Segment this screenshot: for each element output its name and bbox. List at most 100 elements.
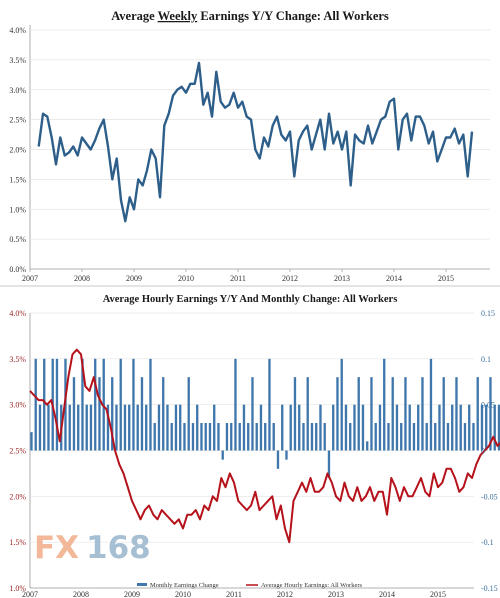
monthly-change-bar <box>230 423 233 451</box>
top-x-tick-label: 2010 <box>178 274 194 283</box>
monthly-change-bar <box>455 377 458 451</box>
top-x-tick-label: 2014 <box>386 274 402 283</box>
top-y-tick-label: 3.5% <box>9 56 26 65</box>
bottom-x-tick-label: 2015 <box>430 590 446 598</box>
bottom-y-left-tick-label: 3.5% <box>9 355 26 364</box>
bottom-y-left-tick-label: 2.0% <box>9 492 26 501</box>
bottom-y-left-tick-label: 2.5% <box>9 447 26 456</box>
monthly-change-bar <box>421 377 424 451</box>
monthly-change-bar <box>425 423 428 451</box>
monthly-change-bar <box>480 404 484 451</box>
monthly-change-bar <box>208 423 212 451</box>
monthly-change-bar <box>136 404 139 451</box>
bottom-y-left-tick-label: 3.0% <box>9 401 26 410</box>
weekly-earnings-chart: Average Weekly Earnings Y/Y Change: All … <box>9 9 490 283</box>
legend-item-bars: Monthly Earnings Change <box>137 582 219 589</box>
bottom-y-right-tick-label: 0.05 <box>481 401 495 410</box>
monthly-change-bar <box>285 450 288 460</box>
monthly-change-bar <box>187 377 190 451</box>
weekly-earnings-line <box>37 61 474 223</box>
bottom-y-left-tick-labels: 1.0% 1.5% 2.0% 2.5% 3.0% 3.5% 4.0% <box>9 309 26 593</box>
monthly-change-bar <box>213 404 216 451</box>
monthly-change-bar <box>200 423 203 451</box>
watermark-168: 168 <box>86 530 151 566</box>
bottom-x-tick-label: 2010 <box>175 590 191 598</box>
top-y-tick-label: 2.0% <box>9 146 26 155</box>
monthly-change-bar <box>361 404 365 451</box>
monthly-change-bar <box>47 404 50 451</box>
bottom-y-right-tick-label: -0.05 <box>481 492 498 501</box>
monthly-change-bar <box>289 404 292 451</box>
legend-item-line: Average Hourly Earnings: All Workers <box>246 582 363 589</box>
bottom-x-tick-label: 2012 <box>277 590 293 598</box>
bottom-y-right-tick-label: 0.15 <box>481 309 495 318</box>
monthly-change-bar <box>255 423 258 451</box>
top-x-tick-labels: 2007 2008 2009 2010 2011 2012 2013 2014 2015 <box>22 269 454 283</box>
monthly-change-bar <box>332 404 335 451</box>
monthly-change-bar <box>128 404 131 451</box>
monthly-change-bar <box>391 377 394 451</box>
bottom-y-right-tick-labels: -0.15 -0.1 -0.05 0 0.05 0.1 0.15 <box>481 309 498 593</box>
monthly-change-bar <box>395 404 399 451</box>
monthly-change-bar <box>102 358 105 451</box>
bottom-y-right-tick-label: 0 <box>481 447 485 456</box>
monthly-change-bar <box>123 404 127 451</box>
bottom-x-tick-label: 2008 <box>73 590 89 598</box>
monthly-change-bar <box>302 423 305 451</box>
top-y-tick-label: 0.5% <box>9 235 26 244</box>
monthly-change-bar <box>132 358 135 451</box>
monthly-change-bar <box>149 358 152 451</box>
monthly-change-bar <box>225 423 229 451</box>
top-y-tick-label: 0.0% <box>9 265 26 274</box>
monthly-change-bar <box>408 404 411 451</box>
monthly-change-bar <box>485 404 488 451</box>
monthly-change-bar <box>81 358 84 451</box>
monthly-change-bar <box>268 358 271 451</box>
monthly-change-bar <box>115 404 118 451</box>
bottom-y-right-tick-label: -0.1 <box>481 538 494 547</box>
legend: Monthly Earnings Change Average Hourly E… <box>137 582 363 589</box>
top-x-tick-label: 2007 <box>22 274 38 283</box>
monthly-change-bar <box>357 377 360 451</box>
monthly-change-bar <box>238 423 241 451</box>
top-y-tick-label: 1.5% <box>9 175 26 184</box>
monthly-change-bar <box>204 423 207 451</box>
monthly-change-bar <box>264 423 267 451</box>
monthly-change-bar <box>459 404 462 451</box>
monthly-change-bar <box>319 404 322 451</box>
monthly-change-bar <box>30 432 33 451</box>
monthly-change-bar <box>349 423 352 451</box>
fx168-watermark: FX 168 <box>34 530 151 566</box>
bottom-x-tick-labels: 2007 2008 2009 2010 2011 2012 2013 2014 2015 <box>22 590 446 598</box>
monthly-change-bar <box>497 404 500 451</box>
monthly-change-bar <box>446 423 450 451</box>
monthly-change-bar <box>166 404 169 451</box>
monthly-change-bar <box>170 423 173 451</box>
monthly-change-bar <box>429 358 433 451</box>
hourly-earnings-chart: Average Hourly Earnings Y/Y And Monthly … <box>9 294 500 598</box>
monthly-change-bar <box>293 377 297 451</box>
monthly-change-bar <box>463 423 467 451</box>
monthly-change-bar <box>370 377 373 451</box>
monthly-change-bar <box>468 404 471 451</box>
monthly-change-bar <box>153 423 156 451</box>
monthly-change-bar <box>98 377 101 451</box>
monthly-change-bar <box>327 450 331 478</box>
monthly-change-bar <box>310 423 314 451</box>
monthly-change-bar <box>106 404 110 451</box>
monthly-change-bar <box>162 377 165 451</box>
monthly-change-bar <box>472 423 475 451</box>
monthly-change-bar <box>119 358 122 451</box>
monthly-change-bar <box>221 450 224 460</box>
bottom-x-tick-label: 2007 <box>22 590 38 598</box>
monthly-change-bar <box>438 404 441 451</box>
monthly-change-bar <box>191 423 195 451</box>
monthly-change-bar <box>298 404 301 451</box>
monthly-change-bar <box>476 377 479 451</box>
bottom-x-tick-label: 2013 <box>328 590 344 598</box>
top-y-tick-label: 3.0% <box>9 86 26 95</box>
monthly-change-bar <box>34 358 37 451</box>
top-x-tick-label: 2015 <box>438 274 454 283</box>
bottom-x-tick-label: 2014 <box>379 590 395 598</box>
